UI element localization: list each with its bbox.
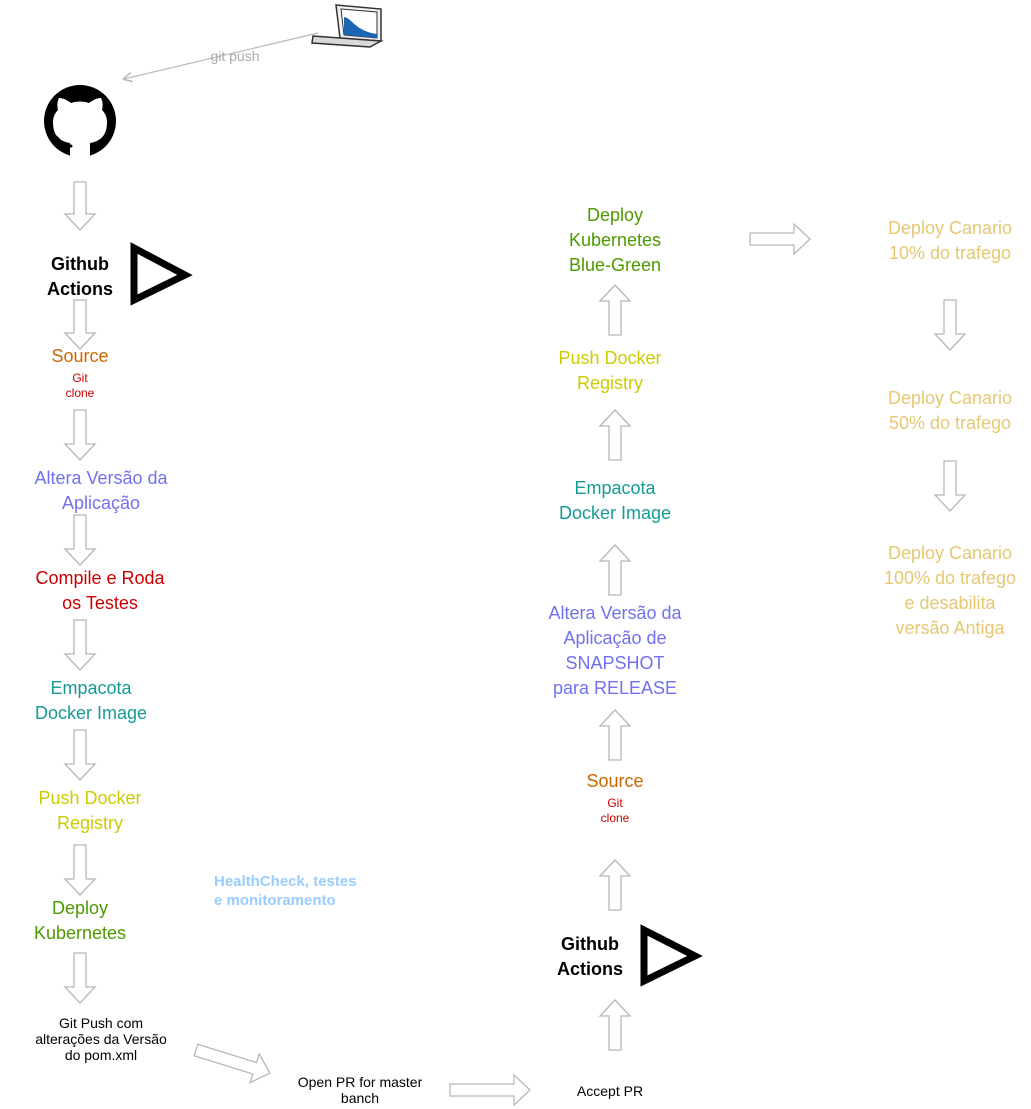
flow-arrow-right (749, 222, 811, 256)
right-altera-versao-label: Altera Versão da Aplicação de SNAPSHOT para… (548, 603, 682, 698)
left-empacota-label: Empacota Docker Image (34, 678, 148, 723)
canario-50-label: Deploy Canario 50% do trafego (887, 388, 1013, 433)
canario-100-label: Deploy Canario 100% do trafego e desabilit… (883, 543, 1017, 638)
left-git-clone-label: Git clone (65, 371, 95, 400)
github-icon (44, 85, 116, 158)
canario-10-label: Deploy Canario 10% do trafego (887, 218, 1013, 263)
flow-arrow-down (63, 299, 97, 350)
right-push-docker-label: Push Docker Registry (558, 348, 662, 393)
right-git-clone-label: Git clone (600, 796, 630, 825)
right-github-actions-label: Github Actions (556, 934, 623, 979)
play-triangle-icon (640, 924, 703, 987)
flow-arrow-down (63, 409, 97, 461)
left-altera-versao-label: Altera Versão da Aplicação (34, 468, 168, 513)
right-source-title: Source (586, 771, 644, 791)
right-deploy-bluegreen-label: Deploy Kubernetes Blue-Green (568, 205, 662, 275)
right-empacota-label: Empacota Docker Image (558, 478, 672, 523)
left-compile-label: Compile e Roda os Testes (35, 568, 165, 613)
laptop-icon (311, 4, 384, 48)
flow-arrow-diagonal (193, 1043, 271, 1084)
flow-arrow-down (63, 844, 97, 896)
flow-arrow-right (449, 1073, 531, 1107)
flow-arrow-up (598, 284, 632, 336)
flow-arrow-up (598, 999, 632, 1051)
flow-arrow-down (933, 460, 967, 512)
left-git-push-pom-label: Git Push com alterações da Versão do pom.x… (35, 1015, 167, 1063)
flow-arrow-down (63, 181, 97, 231)
left-source-title: Source (51, 346, 109, 366)
left-source-label: Source (20, 344, 140, 369)
left-deploy-kubernetes-label: Deploy Kubernetes (33, 898, 127, 943)
open-pr-label: Open PR for master banch (297, 1074, 423, 1106)
flow-arrow-down (63, 952, 97, 1004)
git-push-connector (124, 32, 319, 79)
git-push-label: git push (210, 48, 260, 64)
flow-arrow-down (63, 729, 97, 781)
flow-arrow-up (598, 409, 632, 461)
healthcheck-label: HealthCheck, testes e monitoramento (214, 873, 357, 909)
accept-pr-label: Accept PR (576, 1083, 644, 1099)
flow-arrows (63, 181, 967, 1107)
right-source-label: Source (555, 769, 675, 794)
flow-arrow-down (933, 299, 967, 351)
flow-arrow-down (63, 514, 97, 566)
left-push-docker-label: Push Docker Registry (38, 788, 142, 833)
flow-arrow-down (63, 619, 97, 671)
play-triangle-icon (130, 242, 193, 306)
flow-arrow-up (598, 544, 632, 596)
left-github-actions-label: Github Actions (46, 254, 113, 299)
flow-arrow-up (598, 859, 632, 911)
flow-arrow-up (598, 709, 632, 761)
